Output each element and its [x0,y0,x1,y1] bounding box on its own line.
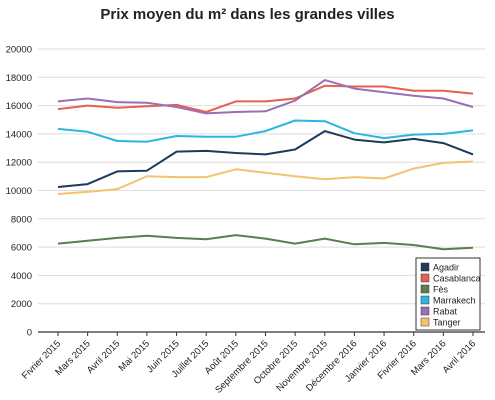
y-tick-label: 4000 [11,271,32,282]
legend-swatch [420,284,430,294]
legend-swatch [420,262,430,272]
y-tick-label: 2000 [11,299,32,310]
legend-swatch [420,273,430,283]
y-tick-label: 6000 [11,243,32,254]
series-line-casablanca [57,84,474,113]
series-line-marrakech [57,119,474,143]
series-line-fès [57,234,474,251]
legend-label: Marrakech [433,296,476,306]
legend-label: Rabat [433,307,458,317]
y-tick-label: 8000 [11,214,32,225]
y-tick-label: 14000 [6,129,32,140]
legend-label: Agadir [433,263,459,273]
x-tick-label: Fivrier 2015 [20,338,63,381]
y-tick-label: 20000 [6,45,32,56]
x-tick-label: Décembre 2016 [304,338,360,394]
series-line-agadir [57,130,474,188]
series-line-tanger [57,160,474,195]
x-tick-label: Septembre 2015 [213,338,270,395]
legend-swatch [420,306,430,316]
x-tick-label: Novembre 2015 [274,338,330,394]
chart-title: Prix moyen du m² dans les grandes villes [100,6,395,23]
series-lines [57,79,474,251]
y-tick-label: 0 [27,328,32,339]
legend-swatch [420,295,430,305]
legend-label: Tanger [433,318,461,328]
y-tick-label: 12000 [6,158,32,169]
series-line-rabat [57,79,474,115]
y-tick-label: 10000 [6,186,32,197]
axes: 0 2000 4000 6000 8000 10000 12000 14000 16000 180… [6,45,485,396]
y-tick-label: 16000 [6,101,32,112]
legend-swatch [420,317,430,327]
grid-lines [38,48,485,305]
legend-label: Casablanca [433,274,481,284]
legend-label: Fès [433,285,449,295]
y-tick-label: 18000 [6,73,32,84]
